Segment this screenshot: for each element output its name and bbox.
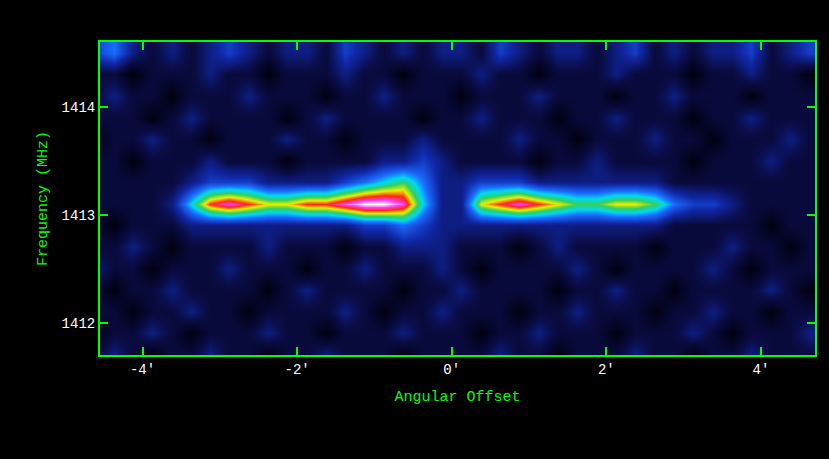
svg-text:-4': -4' xyxy=(130,362,155,378)
svg-text:-2': -2' xyxy=(285,362,310,378)
svg-text:4': 4' xyxy=(752,362,769,378)
svg-text:0': 0' xyxy=(443,362,460,378)
svg-text:1412: 1412 xyxy=(62,316,96,332)
svg-text:1414: 1414 xyxy=(62,100,96,116)
svg-text:1413: 1413 xyxy=(62,208,96,224)
svg-text:2': 2' xyxy=(598,362,615,378)
svg-text:Frequency (MHz): Frequency (MHz) xyxy=(35,131,52,266)
svg-text:Angular Offset: Angular Offset xyxy=(394,389,520,406)
